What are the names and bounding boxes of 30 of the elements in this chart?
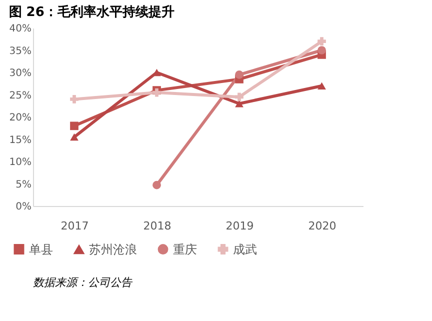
y-tick-label: 25% bbox=[9, 90, 32, 102]
y-tick-label: 35% bbox=[9, 46, 32, 57]
legend-label: 重庆 bbox=[173, 242, 197, 256]
x-tick-label: 2019 bbox=[226, 220, 254, 232]
point bbox=[152, 88, 161, 97]
point bbox=[318, 46, 326, 54]
y-tick-label: 5% bbox=[16, 179, 32, 190]
y-tick-label: 0% bbox=[16, 202, 32, 212]
x-tick-label: 2018 bbox=[143, 220, 172, 232]
chart-title: 图 26：毛利率水平持续提升 bbox=[8, 4, 174, 20]
x-tick-label: 2020 bbox=[308, 220, 336, 232]
y-tick-label: 40% bbox=[9, 24, 32, 34]
y-tick-label: 15% bbox=[9, 134, 32, 146]
legend-label: 苏州沧浪 bbox=[89, 242, 137, 257]
point bbox=[318, 37, 326, 46]
point bbox=[235, 92, 244, 102]
y-tick-label: 20% bbox=[9, 112, 32, 124]
point bbox=[70, 133, 78, 141]
source-note: 数据来源：公司公告 bbox=[33, 276, 133, 289]
legend-label: 成武 bbox=[233, 242, 257, 256]
point bbox=[70, 122, 78, 130]
point bbox=[152, 180, 161, 190]
y-tick-label: 10% bbox=[9, 157, 32, 168]
point bbox=[235, 70, 244, 79]
y-tick-label: 30% bbox=[9, 68, 32, 79]
x-tick-label: 2017 bbox=[60, 220, 89, 232]
point bbox=[70, 95, 78, 104]
point bbox=[235, 100, 244, 108]
legend-label: 单县 bbox=[29, 242, 53, 256]
point bbox=[318, 82, 326, 90]
